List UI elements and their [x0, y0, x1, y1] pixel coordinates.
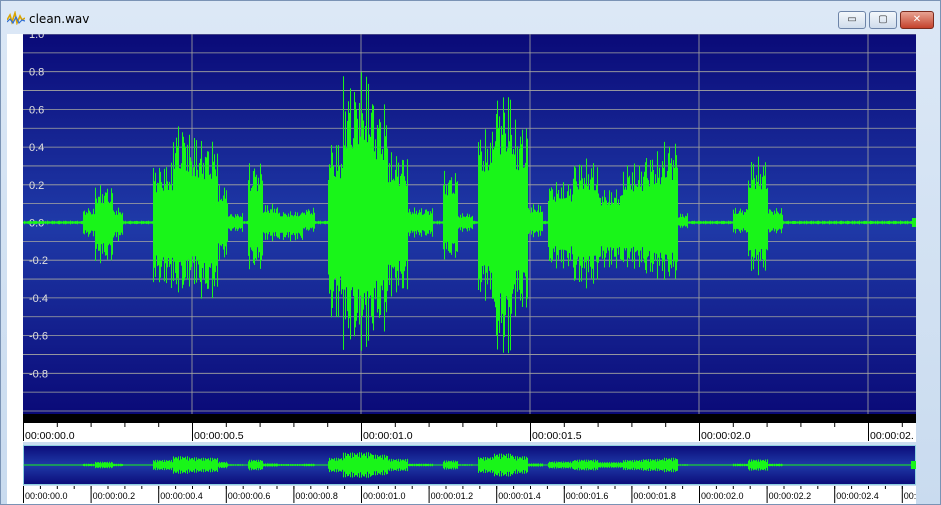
maximize-button[interactable]: ▢ — [869, 11, 897, 29]
ruler-label: 00:00:00.2 — [93, 491, 136, 501]
left-margin — [7, 34, 23, 504]
ruler-label: 00:00:00.4 — [160, 491, 203, 501]
title-bar[interactable]: clean.wav ▭ ▢ ✕ — [1, 1, 940, 31]
amplitude-label: 0.8 — [29, 67, 44, 79]
waveform-view[interactable]: 1.00.80.60.40.20.0-0.2-0.4-0.6-0.8 — [23, 34, 916, 414]
ruler-label: 00:00:00.0 — [25, 430, 75, 442]
amplitude-label: 1.0 — [29, 34, 44, 41]
ruler-label: 00:00:01.5 — [532, 430, 582, 442]
ruler-label: 00:00:01.4 — [498, 491, 541, 501]
overview-time-ruler[interactable]: 00:00:00.0 00:00:00.2 00:00:00.4 00:00:00.6… — [23, 486, 916, 504]
amplitude-label: -0.4 — [29, 293, 48, 305]
amplitude-label: 0.6 — [29, 104, 44, 116]
amplitude-labels: 1.00.80.60.40.20.0-0.2-0.4-0.6-0.8 — [29, 34, 48, 380]
waveform-icon — [7, 11, 25, 25]
amplitude-label: 0.4 — [29, 142, 44, 154]
ruler-label: 00:00:01.0 — [363, 430, 413, 442]
ruler-label: 00:00:02.2 — [769, 491, 812, 501]
ruler-label: 00:00:00.8 — [295, 491, 338, 501]
end-marker[interactable] — [912, 218, 916, 227]
ruler-label: 00:00:02. — [870, 430, 914, 442]
ruler-label: 00:00:01.0 — [363, 491, 406, 501]
ruler-label: 00:00:00.6 — [228, 491, 271, 501]
amplitude-label: -0.8 — [29, 368, 48, 380]
ruler-label: 00:00:01.2 — [431, 491, 474, 501]
overview-waveform — [23, 452, 916, 478]
time-ruler[interactable]: 00:00:00.0 00:00:00.5 00:00:01.0 00:00:01.5… — [23, 423, 916, 442]
ruler-label: 00:00:01.6 — [566, 491, 609, 501]
window-title: clean.wav — [29, 12, 90, 26]
overview-panel[interactable] — [23, 445, 916, 485]
scroll-track[interactable] — [23, 414, 916, 423]
minimize-button[interactable]: ▭ — [838, 11, 866, 29]
ruler-label: 00:00:02.0 — [701, 491, 744, 501]
ruler-label: 00: — [904, 491, 916, 501]
amplitude-label: -0.6 — [29, 331, 48, 343]
ruler-label: 00:00:02.4 — [836, 491, 879, 501]
ruler-label: 00:00:02.0 — [701, 430, 751, 442]
ruler-label: 00:00:00.0 — [25, 491, 68, 501]
ruler-label: 00:00:01.8 — [633, 491, 676, 501]
close-button[interactable]: ✕ — [900, 11, 934, 29]
amplitude-label: -0.2 — [29, 255, 48, 267]
overview-end-marker[interactable] — [911, 461, 916, 469]
waveform — [23, 72, 916, 354]
amplitude-label: 0.2 — [29, 180, 44, 192]
ruler-label: 00:00:00.5 — [194, 430, 244, 442]
